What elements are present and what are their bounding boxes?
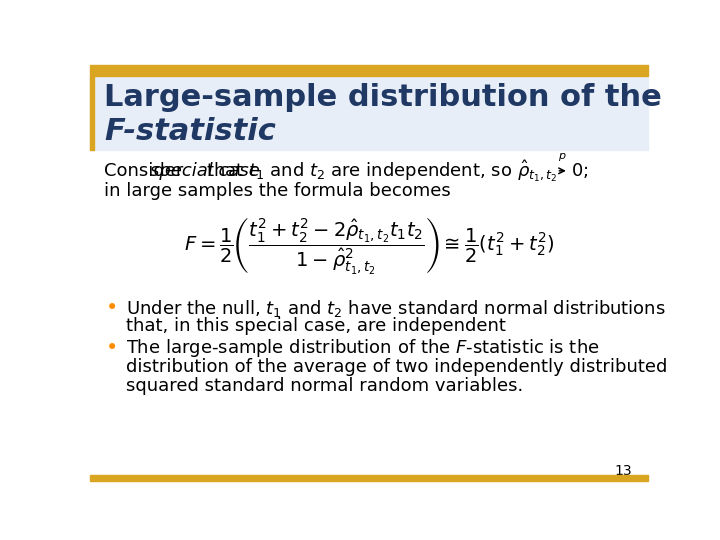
Text: $p$: $p$ <box>558 151 567 163</box>
Bar <box>90 65 648 76</box>
Text: Consider: Consider <box>104 162 189 180</box>
Text: in large samples the formula becomes: in large samples the formula becomes <box>104 182 451 200</box>
Text: distribution of the average of two independently distributed: distribution of the average of two indep… <box>126 358 667 376</box>
Text: Large-sample distribution of the: Large-sample distribution of the <box>104 83 662 112</box>
Text: F-statistic: F-statistic <box>104 117 276 146</box>
Text: squared standard normal random variables.: squared standard normal random variables… <box>126 377 523 395</box>
Text: that, in this special case, are independent: that, in this special case, are independ… <box>126 316 506 334</box>
Text: $F = \dfrac{1}{2}\left(\dfrac{t_1^2 + t_2^2 - 2\hat{\rho}_{t_1,t_2}t_1t_2}{1 - \: $F = \dfrac{1}{2}\left(\dfrac{t_1^2 + t_… <box>184 215 554 276</box>
Text: •: • <box>106 298 118 318</box>
Text: special case: special case <box>150 162 260 180</box>
Bar <box>90 76 648 150</box>
Text: •: • <box>106 339 118 359</box>
Bar <box>90 76 94 150</box>
Text: that $t_1$ and $t_2$ are independent, so $\hat{\rho}_{t_1,t_2}$: that $t_1$ and $t_2$ are independent, so… <box>205 158 557 184</box>
Bar <box>90 475 648 481</box>
Text: Under the null, $t_1$ and $t_2$ have standard normal distributions: Under the null, $t_1$ and $t_2$ have sta… <box>126 298 666 319</box>
Text: $0$;: $0$; <box>571 161 588 180</box>
Text: 13: 13 <box>615 464 632 478</box>
Text: The large-sample distribution of the $F$-statistic is the: The large-sample distribution of the $F$… <box>126 338 600 360</box>
